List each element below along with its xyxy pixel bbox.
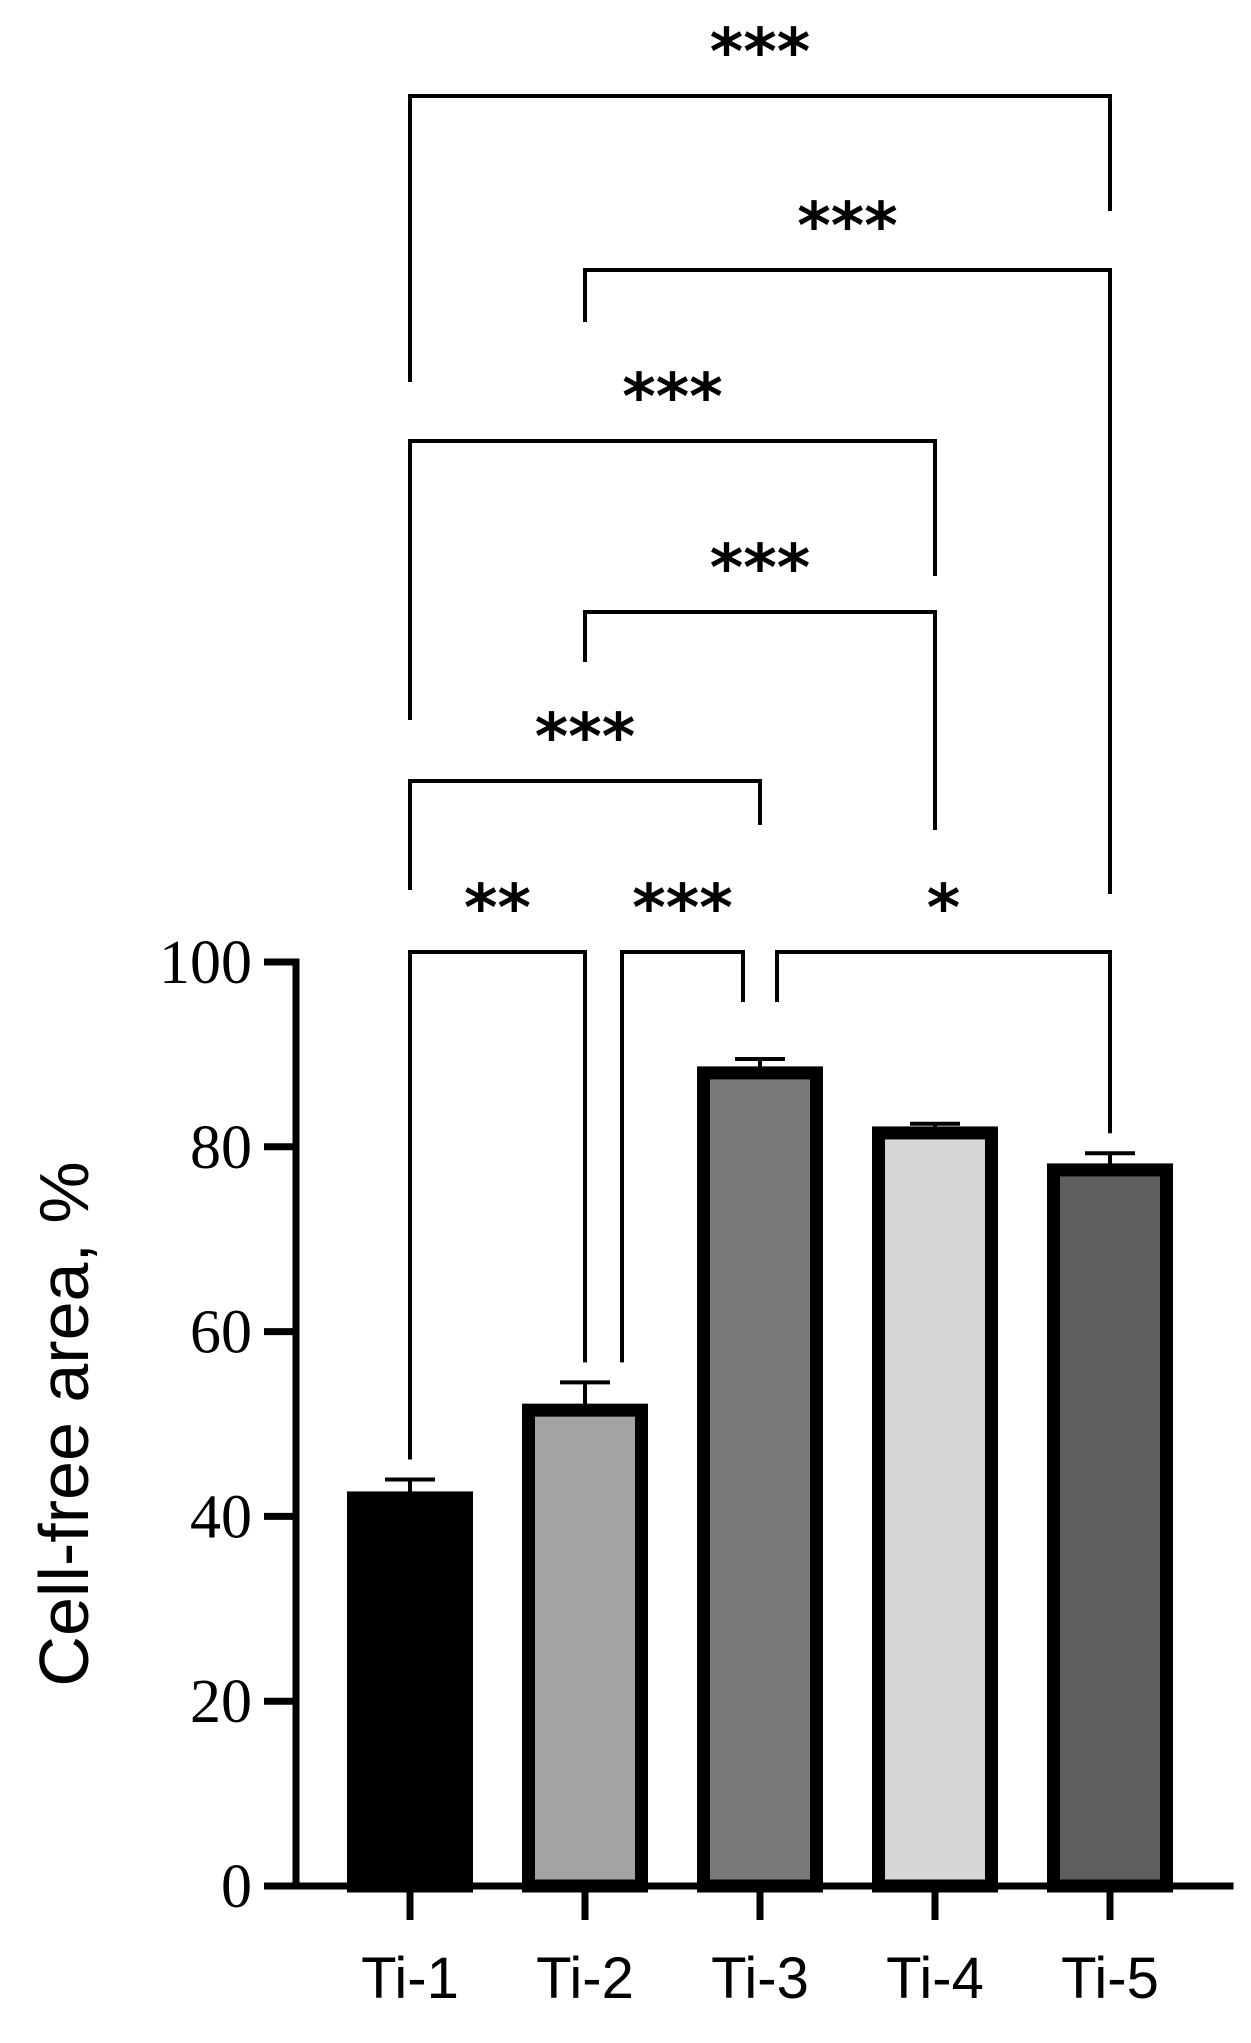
significance-bracket — [775, 950, 1112, 1134]
significance-label: *** — [535, 701, 635, 775]
significance-label: *** — [710, 532, 810, 606]
significance-bracket — [620, 950, 745, 1363]
bar-ti-2 — [522, 1403, 648, 1893]
significance-label: *** — [710, 16, 810, 90]
bar-ti-1 — [347, 1491, 473, 1893]
axes: 0 20 40 60 80 100 Ti-1 Ti-2 Ti-3 Ti-4 Ti-5 — [159, 929, 1234, 2011]
significance-brackets: ** *** **************** — [408, 16, 1112, 1460]
x-tick-label: Ti-1 — [361, 1946, 459, 2011]
significance-label: ** — [464, 872, 531, 946]
y-tick-label: 20 — [190, 1668, 252, 1736]
x-tick-label: Ti-2 — [536, 1946, 634, 2011]
significance-label: *** — [632, 872, 732, 946]
significance-bracket — [583, 268, 1112, 894]
y-axis-label: Cell-free area, % — [25, 1161, 103, 1686]
y-tick-label: 100 — [159, 929, 252, 997]
y-tick-label: 40 — [190, 1483, 252, 1551]
bar-ti-3 — [697, 1066, 823, 1893]
significance-label: *** — [797, 190, 897, 264]
significance-bracket — [408, 439, 937, 720]
bar-ti-4 — [872, 1126, 998, 1893]
significance-bracket — [408, 779, 762, 890]
significance-bracket — [408, 94, 1112, 382]
bar-ti-5 — [1047, 1163, 1173, 1893]
x-tick-label: Ti-5 — [1061, 1946, 1159, 2011]
y-tick-label: 60 — [190, 1299, 252, 1367]
bars — [347, 1057, 1173, 1893]
significance-bracket — [408, 950, 587, 1460]
significance-label: *** — [622, 361, 722, 435]
y-tick-label: 0 — [221, 1853, 252, 1921]
significance-bracket — [583, 610, 937, 830]
x-tick-label: Ti-4 — [886, 1946, 984, 2011]
y-tick-label: 80 — [190, 1114, 252, 1182]
x-tick-label: Ti-3 — [711, 1946, 809, 2011]
significance-label: * — [927, 872, 960, 946]
